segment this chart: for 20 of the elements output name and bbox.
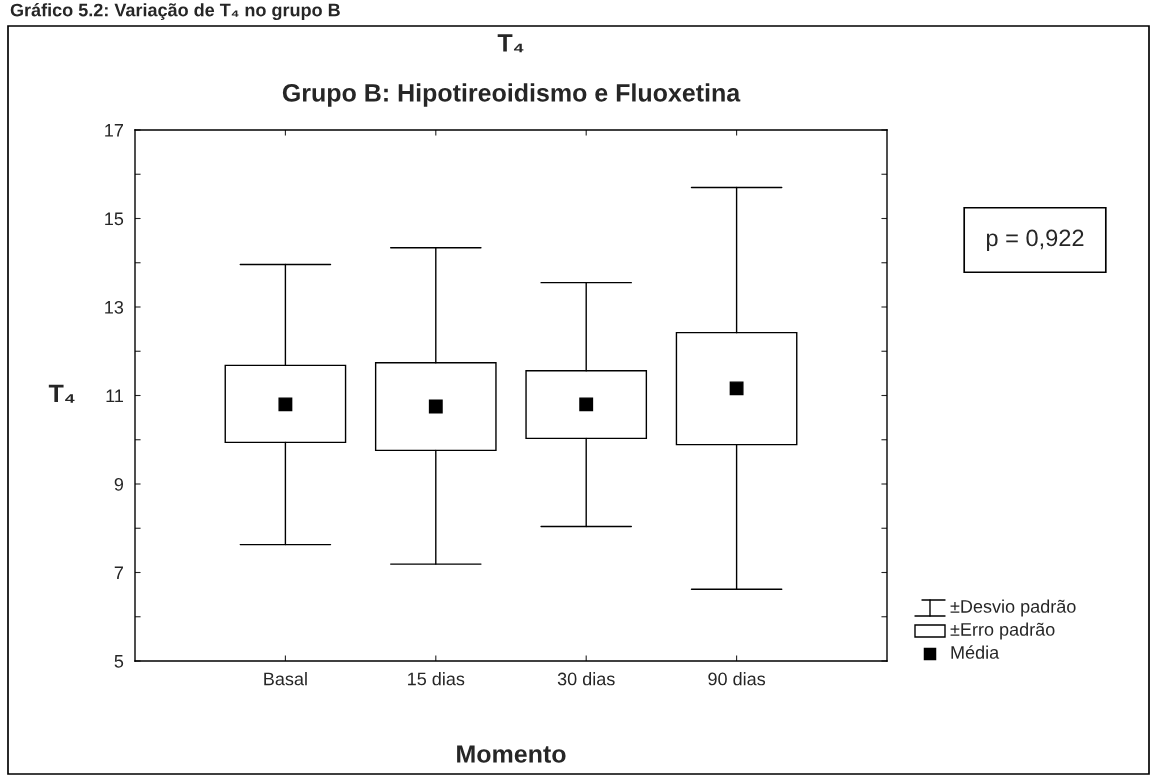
x-tick-label: 30 dias [557,672,615,686]
text: ±Erro padrão [950,622,1055,640]
x-tick-label: 90 dias [708,672,766,686]
chart-title: T₄ [497,34,524,53]
y-tick-label: 15 [105,212,124,226]
text: Gráfico 5.2: Variação de T₄ no grupo B [10,3,340,21]
y-tick-label: 17 [105,124,123,137]
y-tick-label: 7 [114,566,123,580]
y-tick-label: 11 [106,389,124,403]
x-tick-label: Basal [264,672,307,686]
x-axis-title: Momento [457,745,566,763]
text: p = 0,922 [986,229,1084,251]
y-axis-title: T₄ [48,384,75,403]
x-tick-label: 15 dias [408,672,465,686]
chart-subtitle: Grupo B: Hipotireoidismo e Fluoxetina [282,83,741,107]
text: ±Desvio padrão [950,599,1076,617]
text: Média [951,645,1000,659]
y-tick-label: 9 [114,477,124,491]
y-tick-label: 5 [114,655,124,668]
y-tick-label: 13 [105,300,124,314]
